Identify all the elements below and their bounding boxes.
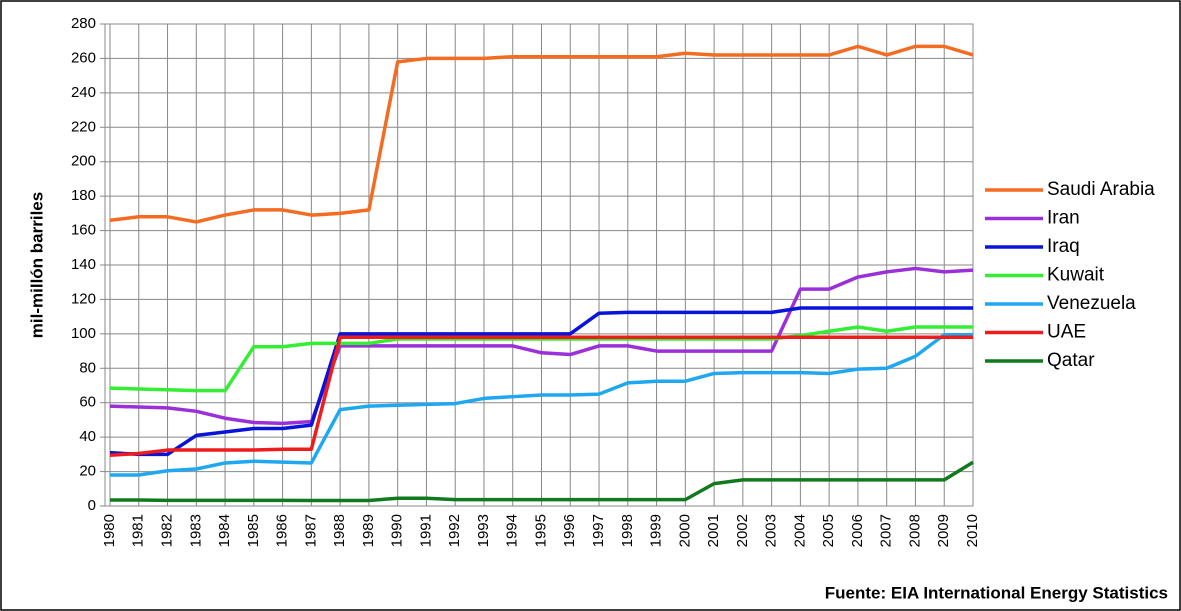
y-tick-label: 200 (71, 153, 96, 170)
x-tick-label: 2005 (820, 514, 837, 547)
x-tick-label: 1992 (446, 514, 463, 547)
x-tick-label: 1984 (216, 514, 233, 547)
x-tick-label: 1985 (245, 514, 262, 547)
legend-label: Venezuela (1047, 293, 1136, 314)
x-tick-label: 1989 (360, 514, 377, 547)
y-tick-label: 0 (88, 497, 96, 514)
x-tick-label: 1981 (130, 514, 147, 547)
x-tick-label: 2002 (734, 514, 751, 547)
legend-label: Kuwait (1047, 265, 1105, 286)
legend-label: Qatar (1047, 350, 1095, 371)
series-line (109, 266, 974, 426)
x-tick-label: 1983 (187, 514, 204, 547)
x-tick-label: 2001 (705, 514, 722, 547)
x-tick-label: 1980 (101, 514, 118, 547)
y-tick-label: 40 (79, 428, 96, 445)
x-tick-label: 1988 (331, 514, 348, 547)
x-tick-label: 2006 (849, 514, 866, 547)
legend-label: Iraq (1047, 236, 1080, 257)
x-tick-label: 1991 (417, 514, 434, 547)
x-tick-label: 1999 (648, 514, 665, 547)
x-tick-label: 1998 (619, 514, 636, 547)
x-tick-label: 2008 (906, 514, 923, 547)
y-tick-label: 80 (79, 359, 96, 376)
y-tick-label: 240 (71, 84, 96, 101)
series-line (109, 335, 973, 457)
x-tick-label: 1996 (561, 514, 578, 547)
y-tick-label: 280 (71, 15, 96, 32)
y-tick-label: 100 (71, 325, 96, 342)
x-tick-label: 1982 (159, 514, 176, 547)
x-tick-label: 2009 (935, 514, 952, 547)
source-note: Fuente: EIA International Energy Statist… (825, 583, 1168, 602)
x-tick-label: 2004 (791, 514, 808, 547)
y-tick-label: 260 (71, 49, 96, 66)
x-tick-label: 1987 (302, 514, 319, 547)
y-tick-label: 60 (79, 394, 96, 411)
x-tick-label: 1993 (475, 514, 492, 547)
x-tick-label: 2010 (964, 514, 981, 547)
legend-label: Saudi Arabia (1047, 179, 1155, 200)
series-line (110, 460, 974, 503)
y-tick-label: 220 (71, 118, 96, 135)
series-line (109, 306, 973, 457)
y-axis-title: mil-millón barriles (27, 192, 46, 338)
x-tick-label: 1986 (274, 514, 291, 547)
legend-label: UAE (1047, 322, 1086, 343)
x-tick-label: 2007 (878, 514, 895, 547)
y-tick-label: 20 (79, 463, 96, 480)
x-tick-label: 1995 (532, 514, 549, 547)
x-tick-label: 2003 (763, 514, 780, 547)
y-tick-label: 160 (71, 222, 96, 239)
series-line (110, 332, 973, 477)
y-tick-label: 120 (71, 290, 96, 307)
x-tick-label: 2000 (676, 514, 693, 547)
y-tick-label: 180 (71, 187, 96, 204)
x-tick-label: 1990 (389, 514, 406, 547)
x-tick-label: 1994 (504, 514, 521, 547)
y-tick-label: 140 (71, 256, 96, 273)
x-tick-label: 1997 (590, 514, 607, 547)
series-line (109, 44, 974, 224)
legend-label: Iran (1047, 208, 1080, 229)
